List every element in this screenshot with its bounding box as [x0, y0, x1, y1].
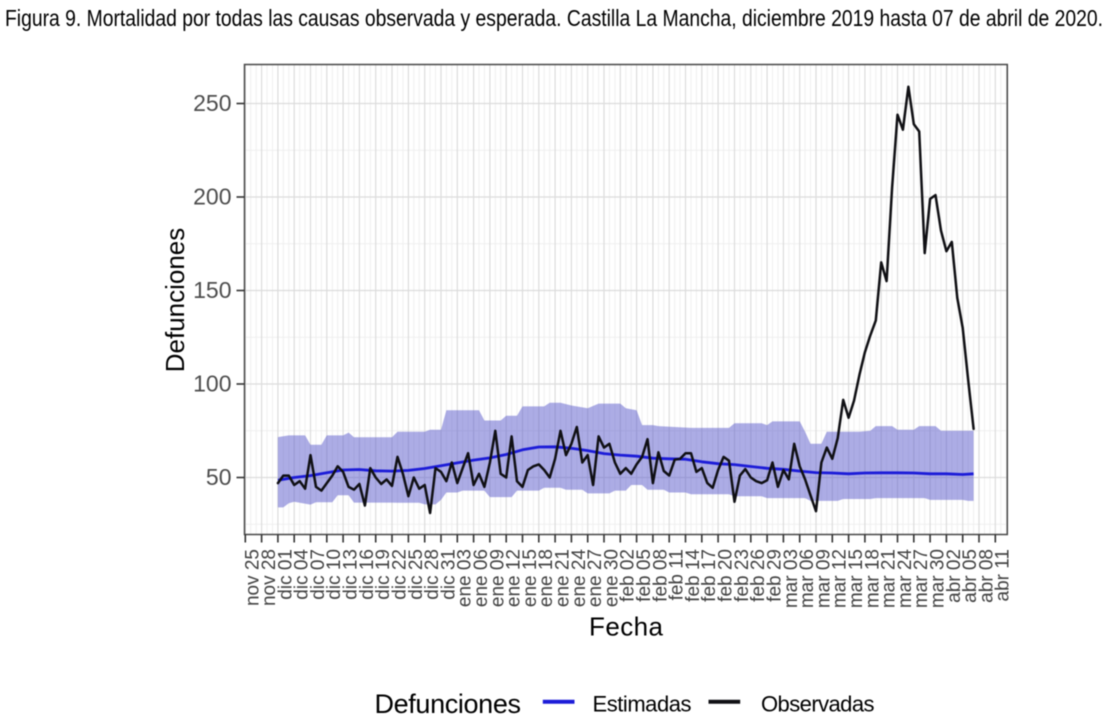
svg-text:dic 19: dic 19 [373, 549, 394, 600]
svg-text:dic 31: dic 31 [438, 549, 459, 600]
svg-text:ene 06: ene 06 [471, 549, 492, 607]
svg-text:ene 24: ene 24 [569, 549, 590, 608]
svg-text:abr 02: abr 02 [944, 549, 965, 603]
svg-text:50: 50 [206, 464, 232, 490]
svg-text:dic 04: dic 04 [292, 549, 313, 600]
svg-text:mar 30: mar 30 [928, 549, 949, 608]
svg-text:nov 28: nov 28 [259, 549, 280, 606]
svg-text:150: 150 [193, 277, 231, 303]
svg-text:Defunciones: Defunciones [160, 228, 190, 373]
svg-text:feb 29: feb 29 [765, 549, 786, 602]
svg-text:dic 22: dic 22 [389, 549, 410, 600]
svg-text:mar 12: mar 12 [830, 549, 851, 608]
svg-text:mar 18: mar 18 [862, 549, 883, 608]
svg-text:Observadas: Observadas [761, 692, 875, 717]
svg-text:feb 08: feb 08 [650, 549, 671, 602]
svg-text:ene 03: ene 03 [455, 549, 476, 607]
svg-text:100: 100 [193, 371, 231, 397]
svg-text:Estimadas: Estimadas [593, 692, 692, 717]
svg-text:abr 08: abr 08 [976, 549, 997, 603]
svg-text:mar 03: mar 03 [781, 549, 802, 608]
svg-text:ene 09: ene 09 [487, 549, 508, 607]
svg-text:dic 25: dic 25 [406, 549, 427, 600]
svg-text:ene 27: ene 27 [585, 549, 606, 607]
svg-text:Defunciones: Defunciones [375, 689, 522, 719]
svg-text:Fecha: Fecha [589, 612, 664, 642]
svg-text:mar 24: mar 24 [895, 549, 916, 609]
svg-text:abr 05: abr 05 [960, 549, 981, 603]
svg-text:mar 15: mar 15 [846, 549, 867, 608]
svg-text:dic 01: dic 01 [275, 549, 296, 600]
svg-text:mar 21: mar 21 [879, 549, 900, 608]
svg-text:ene 15: ene 15 [520, 549, 541, 607]
svg-text:feb 23: feb 23 [732, 549, 753, 602]
svg-text:ene 18: ene 18 [536, 549, 557, 607]
svg-text:nov 25: nov 25 [243, 549, 264, 606]
svg-text:mar 09: mar 09 [813, 549, 834, 608]
svg-text:feb 20: feb 20 [716, 549, 737, 602]
svg-text:feb 11: feb 11 [667, 549, 688, 600]
svg-text:feb 17: feb 17 [699, 549, 720, 602]
svg-text:ene 21: ene 21 [553, 549, 574, 607]
svg-text:dic 10: dic 10 [324, 549, 345, 600]
svg-text:dic 07: dic 07 [308, 549, 329, 600]
svg-text:Figura 9. Mortalidad por todas: Figura 9. Mortalidad por todas las causa… [5, 5, 1103, 31]
svg-text:feb 26: feb 26 [748, 549, 769, 602]
svg-text:mar 06: mar 06 [797, 549, 818, 608]
svg-text:feb 14: feb 14 [683, 549, 704, 602]
svg-text:dic 28: dic 28 [422, 549, 443, 600]
svg-text:abr 11: abr 11 [993, 549, 1014, 601]
svg-text:ene 12: ene 12 [504, 549, 525, 607]
svg-text:200: 200 [193, 184, 231, 210]
svg-text:dic 13: dic 13 [341, 549, 362, 600]
svg-text:feb 05: feb 05 [634, 549, 655, 602]
svg-text:ene 30: ene 30 [601, 549, 622, 607]
svg-text:250: 250 [193, 90, 231, 116]
svg-text:dic 16: dic 16 [357, 549, 378, 600]
svg-text:mar 27: mar 27 [911, 549, 932, 608]
svg-text:feb 02: feb 02 [618, 549, 639, 602]
